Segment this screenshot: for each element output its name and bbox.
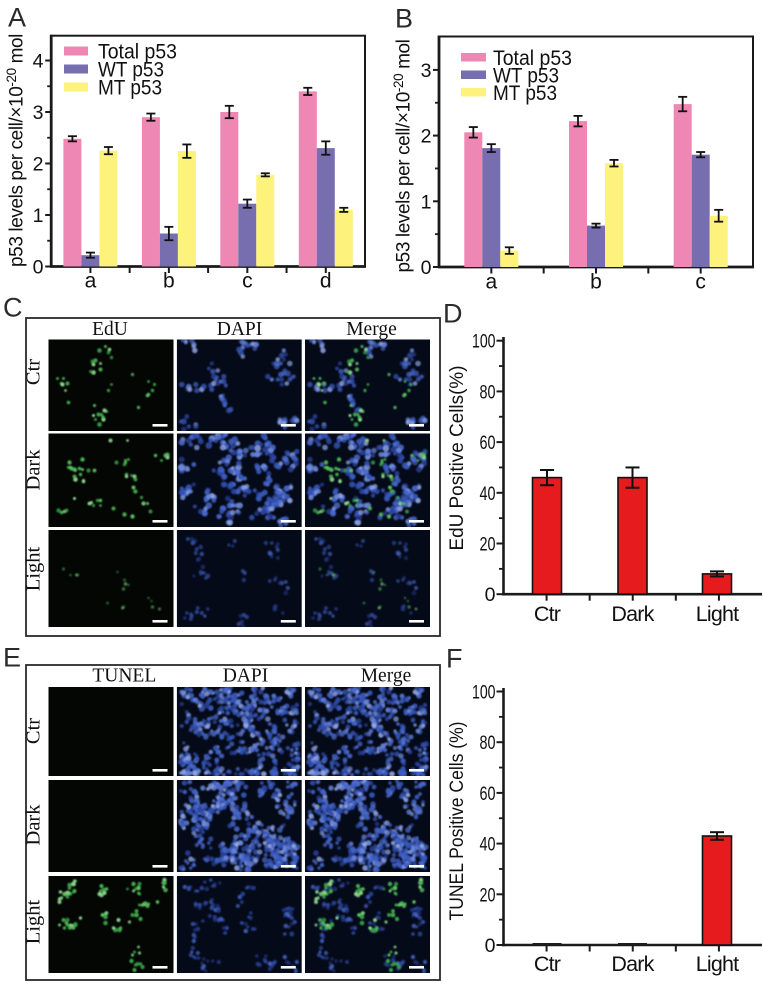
svg-text:a: a — [85, 270, 97, 293]
svg-text:60: 60 — [480, 432, 496, 454]
svg-text:b: b — [590, 271, 602, 294]
svg-text:E: E — [3, 643, 21, 673]
svg-text:D: D — [443, 299, 463, 329]
svg-text:Ctr: Ctr — [534, 602, 561, 626]
svg-text:60: 60 — [480, 783, 496, 805]
svg-text:p53 levels per cell/×10-20 mol: p53 levels per cell/×10-20 mol — [4, 34, 28, 267]
svg-text:20: 20 — [480, 534, 496, 556]
svg-text:WT p53: WT p53 — [493, 63, 559, 87]
svg-text:TUNEL: TUNEL — [92, 666, 156, 687]
svg-text:40: 40 — [480, 834, 496, 856]
svg-text:a: a — [485, 271, 497, 294]
svg-text:DAPI: DAPI — [223, 666, 269, 687]
svg-text:Dark: Dark — [611, 952, 654, 976]
svg-text:Ctr: Ctr — [23, 359, 45, 385]
svg-text:EdU Positive Cells(%): EdU Positive Cells(%) — [447, 366, 468, 551]
svg-text:80: 80 — [480, 381, 496, 403]
svg-text:20: 20 — [480, 884, 496, 906]
svg-text:Merge: Merge — [346, 319, 397, 340]
svg-text:40: 40 — [480, 483, 496, 505]
svg-text:d: d — [320, 270, 332, 293]
svg-text:Light: Light — [696, 602, 739, 626]
svg-text:1: 1 — [33, 205, 44, 227]
svg-text:0: 0 — [421, 257, 432, 279]
svg-text:Ctr: Ctr — [534, 952, 561, 976]
svg-text:F: F — [446, 644, 463, 674]
svg-text:Merge: Merge — [361, 666, 412, 687]
svg-text:0: 0 — [33, 257, 44, 279]
svg-text:Total p53: Total p53 — [493, 46, 572, 70]
svg-text:3: 3 — [33, 102, 44, 124]
svg-text:p53 levels per cell/×10-20 mol: p53 levels per cell/×10-20 mol — [391, 39, 415, 272]
svg-text:4: 4 — [33, 51, 44, 73]
svg-text:2: 2 — [33, 154, 44, 176]
svg-text:Light: Light — [23, 899, 45, 944]
svg-text:TUNEL Positive Cells (%): TUNEL Positive Cells (%) — [447, 722, 468, 921]
svg-text:DAPI: DAPI — [217, 319, 263, 340]
svg-text:1: 1 — [421, 191, 432, 213]
svg-text:0: 0 — [485, 584, 496, 606]
svg-text:3: 3 — [421, 60, 432, 82]
svg-text:EdU: EdU — [92, 319, 128, 340]
svg-text:A: A — [8, 3, 26, 33]
svg-text:Dark: Dark — [611, 602, 654, 626]
svg-text:B: B — [395, 4, 413, 34]
svg-text:Light: Light — [696, 952, 739, 976]
svg-text:0: 0 — [485, 935, 496, 957]
svg-text:WT p53: WT p53 — [98, 58, 164, 82]
svg-text:2: 2 — [421, 126, 432, 148]
svg-text:80: 80 — [480, 732, 496, 754]
svg-text:b: b — [163, 270, 175, 293]
svg-text:Dark: Dark — [23, 449, 45, 491]
svg-text:100: 100 — [472, 331, 496, 353]
svg-text:Light: Light — [23, 546, 45, 591]
svg-text:100: 100 — [472, 682, 496, 704]
svg-text:C: C — [3, 293, 23, 323]
svg-text:c: c — [242, 270, 253, 293]
svg-text:Ctr: Ctr — [23, 718, 45, 744]
svg-text:MT p53: MT p53 — [98, 76, 162, 100]
svg-text:c: c — [695, 271, 706, 294]
svg-text:Total p53: Total p53 — [98, 40, 177, 64]
svg-text:Dark: Dark — [23, 804, 45, 846]
svg-text:MT p53: MT p53 — [493, 81, 557, 105]
